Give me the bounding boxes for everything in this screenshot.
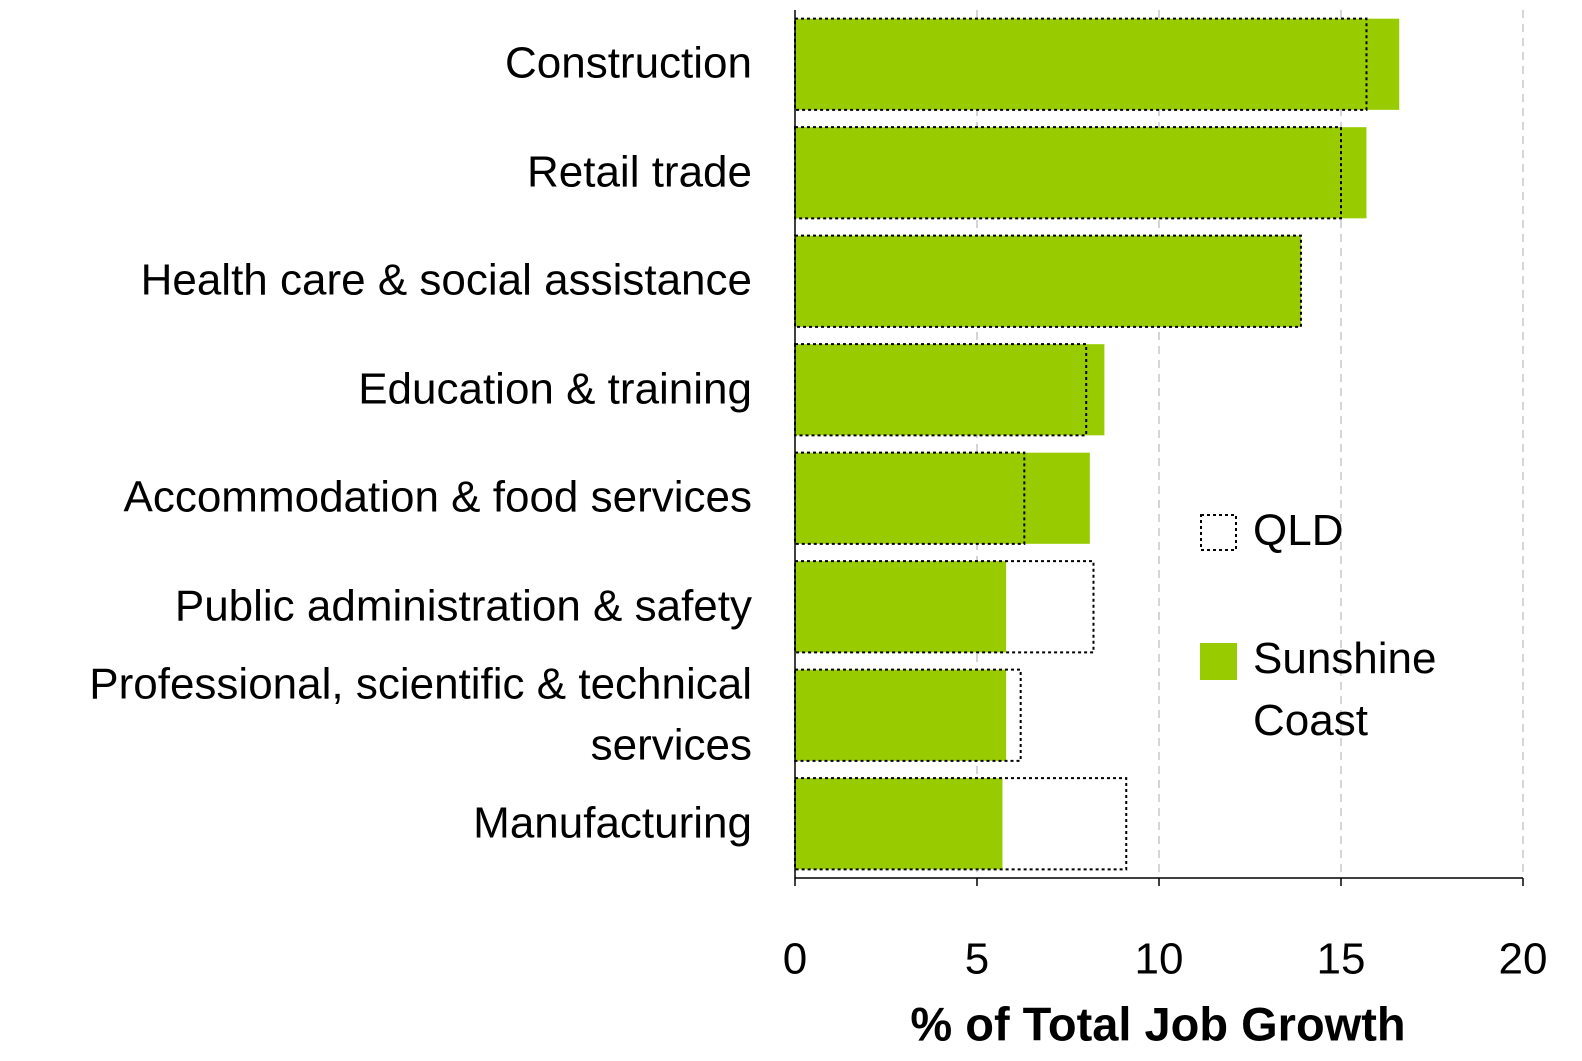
y-tick-label: Accommodation & food services (123, 472, 752, 522)
bar (795, 127, 1367, 219)
bar (795, 561, 1007, 653)
x-axis-title: % of Total Job Growth (910, 997, 1405, 1050)
y-tick-label: Education & training (358, 364, 752, 414)
y-tick-label: Health care & social assistance (140, 255, 752, 305)
legend-swatch (1200, 643, 1237, 680)
bar (795, 18, 1400, 110)
legend-label: QLD (1253, 506, 1344, 555)
bar (794, 343, 1088, 437)
x-tick-label: 0 (783, 935, 807, 984)
bar (795, 235, 1301, 327)
x-tick-label: 10 (1135, 935, 1184, 984)
legend-label: Sunshine Coast (1253, 634, 1437, 745)
y-tick-label: Public administration & safety (174, 581, 752, 631)
bar (795, 452, 1090, 544)
y-tick-label: Construction (504, 38, 752, 88)
y-tick-label: Manufacturing (473, 798, 752, 848)
legend-swatch (1200, 514, 1237, 551)
y-tick-label: Professional, scientific & technical ser… (89, 659, 752, 770)
bar (794, 126, 1342, 220)
x-tick-label: 5 (965, 935, 989, 984)
bar (795, 778, 1003, 870)
bar (795, 344, 1105, 436)
x-tick-label: 20 (1499, 935, 1548, 984)
y-tick-label: Retail trade (526, 147, 752, 197)
x-tick-label: 15 (1317, 935, 1366, 984)
bar (795, 669, 1007, 761)
